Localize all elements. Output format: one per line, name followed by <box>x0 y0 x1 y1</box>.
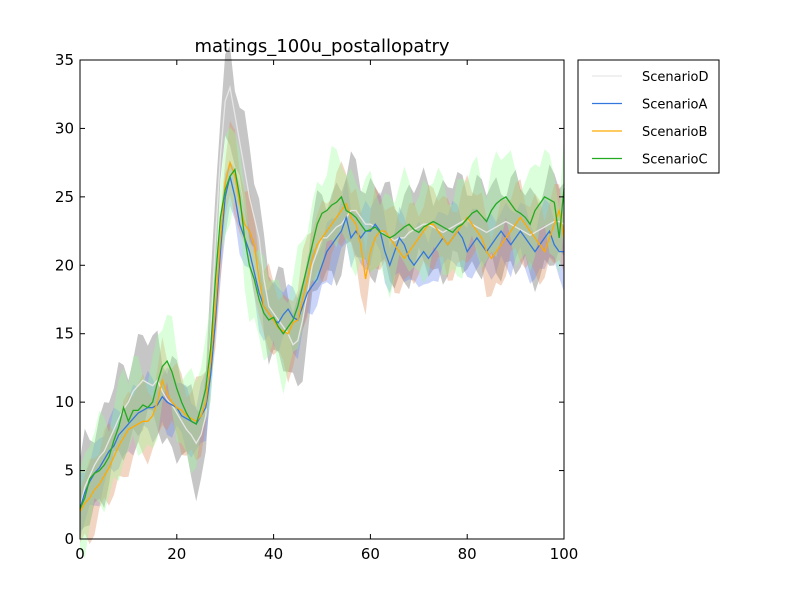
x-tick-label-100: 100 <box>550 545 579 563</box>
legend-box <box>577 59 720 174</box>
axis-ticks: 0 20 40 60 80 100 0 5 10 15 20 25 30 35 <box>55 51 578 563</box>
band-ScenarioA <box>80 161 564 539</box>
chart-title: matings_100u_postallopatry <box>194 36 449 57</box>
legend-label-ScenarioD: ScenarioD <box>642 70 709 85</box>
y-tick-label-15: 15 <box>55 325 74 343</box>
plot-frame <box>79 59 565 540</box>
band-ScenarioC <box>80 127 564 558</box>
legend: ScenarioD ScenarioA ScenarioB ScenarioC <box>577 59 720 174</box>
x-tick-label-60: 60 <box>361 545 380 563</box>
x-tick-label-40: 40 <box>264 545 283 563</box>
y-tick-label-10: 10 <box>55 393 74 411</box>
line-ScenarioC <box>79 167 565 510</box>
line-ScenarioA <box>79 176 564 510</box>
legend-label-ScenarioA: ScenarioA <box>642 98 708 113</box>
y-tick-label-20: 20 <box>55 256 74 274</box>
y-tick-label-25: 25 <box>55 188 74 206</box>
series-lines <box>79 84 565 512</box>
y-tick-label-30: 30 <box>55 119 74 137</box>
line-ScenarioB <box>79 160 565 512</box>
y-tick-label-0: 0 <box>64 530 74 548</box>
x-tick-label-0: 0 <box>75 545 85 563</box>
y-tick-label-35: 35 <box>55 51 74 69</box>
legend-label-ScenarioB: ScenarioB <box>642 125 707 140</box>
legend-label-ScenarioC: ScenarioC <box>642 153 708 168</box>
y-tick-label-5: 5 <box>64 462 74 480</box>
x-tick-label-80: 80 <box>458 545 477 563</box>
x-tick-label-20: 20 <box>167 545 186 563</box>
